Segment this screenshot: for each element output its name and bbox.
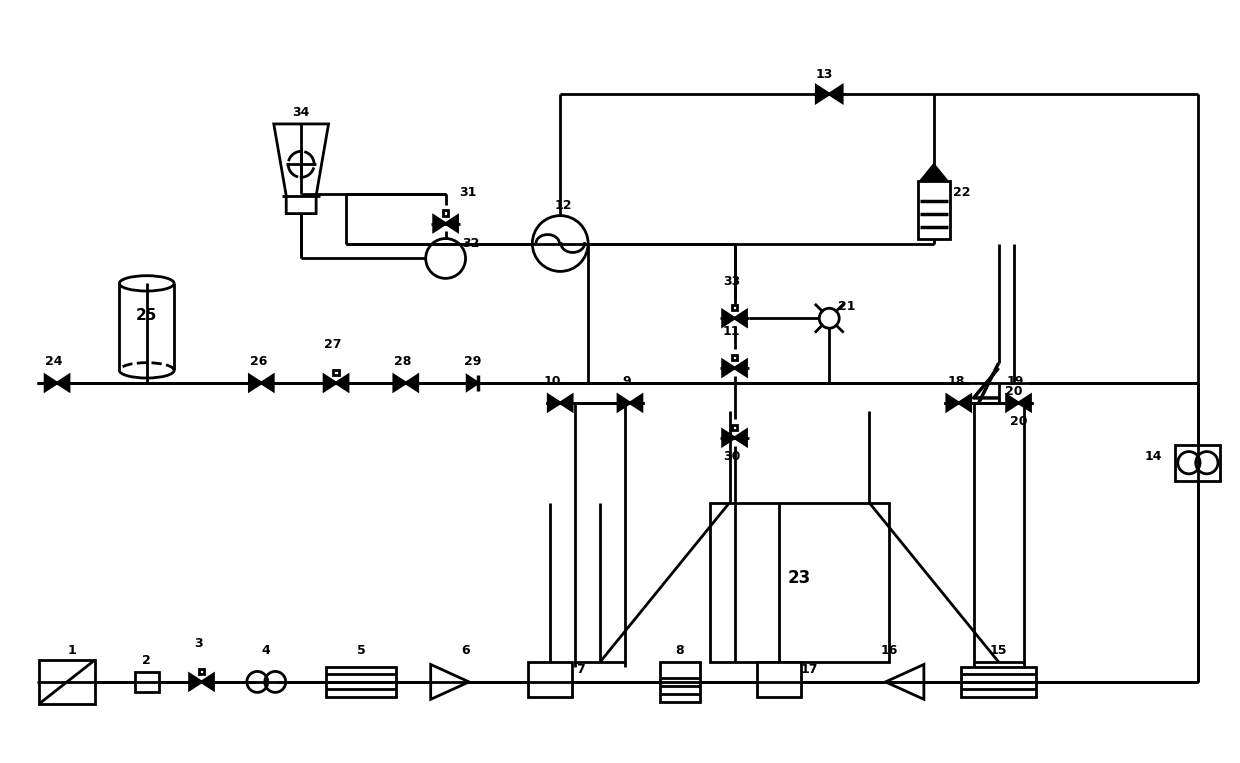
Text: 17: 17 [801,663,818,676]
Text: 11: 11 [723,325,740,338]
Bar [575,403,625,662]
Bar [198,668,205,674]
Text: 26: 26 [249,355,267,368]
Bar [443,211,449,216]
Text: 25: 25 [136,308,157,324]
Polygon shape [723,311,734,326]
Text: 10: 10 [543,375,560,388]
Text: 24: 24 [46,355,63,368]
Text: 13: 13 [816,68,833,81]
Text: 14: 14 [1145,449,1162,462]
Text: 1: 1 [68,644,77,657]
Bar [334,370,339,375]
Bar [732,424,738,430]
Bar [1176,445,1220,481]
Polygon shape [336,375,348,391]
Polygon shape [921,165,947,181]
Polygon shape [405,375,418,391]
Text: 4: 4 [262,644,270,657]
Polygon shape [434,216,445,231]
Polygon shape [959,395,971,410]
Polygon shape [202,674,213,690]
Polygon shape [445,216,458,231]
Text: 20: 20 [1009,415,1027,428]
Polygon shape [467,376,477,390]
Polygon shape [394,375,405,391]
Bar [961,667,1035,697]
Text: 30: 30 [723,449,740,462]
Polygon shape [816,85,830,102]
Text: 32: 32 [461,237,479,250]
Text: 3: 3 [195,637,203,650]
Text: 31: 31 [459,185,476,198]
Text: 12: 12 [554,198,572,211]
Bar [135,672,159,692]
Polygon shape [723,430,734,446]
Polygon shape [723,360,734,376]
Text: 22: 22 [954,185,971,198]
Text: 29: 29 [464,355,481,368]
Polygon shape [947,395,959,410]
Bar [326,667,396,697]
Polygon shape [262,375,273,391]
Bar [732,305,738,311]
Polygon shape [630,395,642,410]
Bar [918,181,950,239]
Text: 20: 20 [1004,385,1022,398]
Text: 21: 21 [838,301,856,314]
Text: 7: 7 [575,663,584,676]
Polygon shape [1018,395,1030,410]
Polygon shape [1007,395,1018,410]
Polygon shape [324,375,336,391]
Polygon shape [734,360,746,376]
Bar [660,662,699,702]
Polygon shape [249,375,262,391]
Text: 16: 16 [880,644,898,657]
Text: 19: 19 [1007,375,1024,388]
Polygon shape [560,395,572,410]
Polygon shape [734,311,746,326]
Text: 8: 8 [676,644,684,657]
Text: 5: 5 [357,644,366,657]
Bar [40,660,95,703]
Text: 23: 23 [787,569,811,588]
Text: 15: 15 [990,644,1007,657]
Text: 6: 6 [461,644,470,657]
Polygon shape [830,85,842,102]
Polygon shape [57,375,69,391]
Text: 27: 27 [325,338,342,351]
Polygon shape [548,395,560,410]
Text: 18: 18 [947,375,965,388]
Polygon shape [618,395,630,410]
Polygon shape [734,430,746,446]
Bar [709,503,889,662]
Text: 28: 28 [394,355,412,368]
Text: 33: 33 [723,275,740,288]
Polygon shape [45,375,57,391]
Text: 34: 34 [293,106,310,119]
Bar [973,403,1023,662]
Bar [528,662,572,697]
Bar [758,662,801,697]
Polygon shape [190,674,202,690]
Text: 9: 9 [622,375,631,388]
Bar [732,355,738,360]
Text: 2: 2 [143,654,151,667]
